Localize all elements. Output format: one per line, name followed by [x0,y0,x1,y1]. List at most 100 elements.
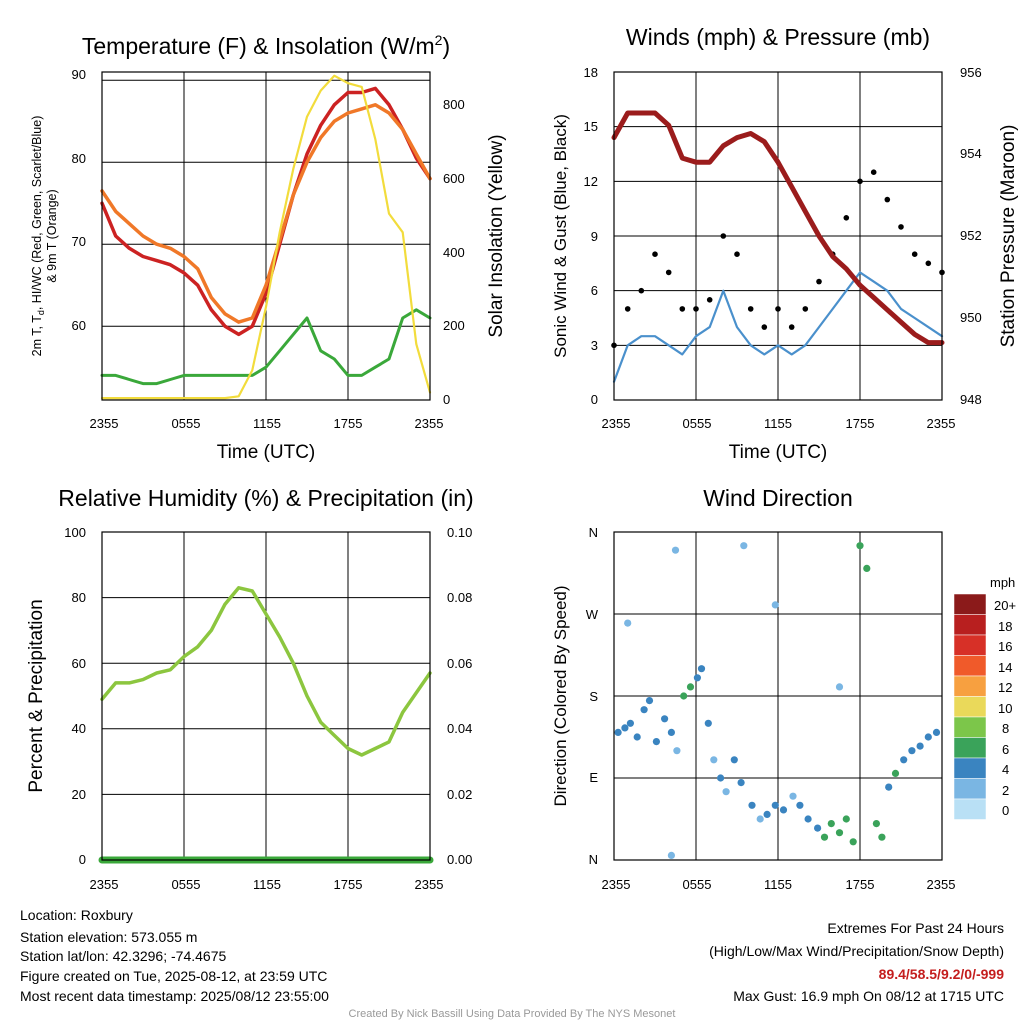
direction-point [740,542,748,550]
gust-point [679,306,686,312]
humidity-ylabel: Percent & Precipitation [26,599,47,792]
humidity-xtick-1755: 1755 [334,877,363,892]
extremes-values: 89.4/58.5/9.2/0/-999 [878,966,1004,982]
station-location: Location: Roxbury [20,907,133,923]
temperature-ylabel: 2m T, Td, HI/WC (Red, Green, Scarlet/Blu… [30,116,59,357]
humidity-ytick-60: 60 [72,656,86,671]
direction-point [614,728,622,737]
direction-plot-frame [613,531,943,861]
direction-point [686,683,695,691]
colorbar-label-6: 6 [1002,742,1009,757]
direction-ytick-s: S [589,689,598,704]
colorbar-label-0: 0 [1002,803,1009,818]
colorbar-swatch [953,798,987,820]
colorbar-label-20plus: 20+ [994,598,1016,613]
wind-ytick-9: 9 [591,229,598,244]
winds-left-ticks: 0 3 6 9 12 15 18 [584,65,598,407]
direction-point [804,815,812,823]
pressure-ytick-952: 952 [960,228,982,243]
winds-xtick-2355a: 2355 [602,416,631,431]
series-station-pressure [611,110,945,346]
humidity-ytick-0: 0 [79,852,86,867]
series-td [100,308,432,386]
direction-ytick-e: E [589,770,598,785]
direction-point [849,838,857,846]
direction-point [624,619,632,627]
wind-ytick-18: 18 [584,65,598,80]
humidity-xtick-1155: 1155 [253,877,281,892]
temperature-ytick-70: 70 [72,234,86,249]
winds-right-ticks: 948 950 952 954 956 [960,65,982,407]
direction-grid [614,532,942,860]
temperature-left-ticks: 60 70 80 90 [72,67,86,333]
direction-point [667,851,676,860]
direction-xtick-2355b: 2355 [927,877,956,892]
direction-series [614,542,941,860]
pressure-ytick-954: 954 [960,146,982,161]
colorbar-swatch [953,675,987,697]
station-elevation: Station elevation: 573.055 m [20,929,198,945]
direction-xtick-2355a: 2355 [602,877,631,892]
winds-series [611,110,945,383]
humidity-xtick-2355b: 2355 [415,877,444,892]
direction-point [814,824,822,832]
wind-ytick-15: 15 [584,119,598,134]
winds-xtick-1755: 1755 [846,416,875,431]
colorbar-labels: 20+ 18 16 14 12 10 8 6 4 2 0 [994,598,1016,818]
temperature-x-ticks: 2355 0555 1155 1755 2355 [90,416,444,431]
colorbar-label-10: 10 [998,701,1012,716]
direction-point [763,810,771,819]
direction-panel: Wind Direction N E S W N 2355 0555 1155 … [551,485,1016,892]
direction-point [667,728,676,737]
gust-point [747,306,754,312]
precip-ytick-006: 0.06 [447,656,472,671]
colorbar-swatch [953,716,987,738]
direction-ytick-w: W [586,607,599,622]
temperature-title: Temperature (F) & Insolation (W/m2) [82,32,450,59]
gust-point [624,306,631,312]
gust-point [761,324,768,330]
temperature-grid [102,72,430,400]
gust-point [693,306,699,312]
direction-point [885,783,893,791]
gust-point [911,251,918,257]
winds-xtick-0555: 0555 [683,416,712,431]
temperature-xtick-1755: 1755 [334,416,363,431]
gust-point [775,306,781,312]
direction-point [924,733,932,741]
wind-ytick-6: 6 [591,283,598,298]
gust-point [665,269,672,276]
temperature-ylabel-line1: 2m T, Td, HI/WC (Red, Green, Scarlet/Blu… [30,116,46,357]
temperature-xlabel: Time (UTC) [217,442,316,463]
humidity-x-ticks: 2355 0555 1155 1755 2355 [90,877,444,892]
direction-ytick-n-bottom: N [589,852,598,867]
direction-xtick-1755: 1755 [846,877,875,892]
colorbar-swatch [953,655,987,677]
winds-x-ticks: 2355 0555 1155 1755 2355 [602,416,956,431]
direction-point [704,719,712,727]
colorbar-swatch [953,634,987,656]
temperature-series [100,74,432,400]
direction-point [693,674,702,682]
precip-ytick-004: 0.04 [447,721,472,736]
direction-point [661,715,669,723]
temperature-xtick-2355a: 2355 [90,416,119,431]
humidity-panel: Relative Humidity (%) & Precipitation (i… [26,485,474,892]
gust-point [898,224,904,230]
gust-point [857,178,863,185]
gust-point [816,278,822,285]
temperature-ytick-60: 60 [72,318,86,333]
gust-point [788,324,795,330]
pressure-ytick-950: 950 [960,310,982,325]
insolation-ytick-600: 600 [443,171,465,186]
direction-point [872,820,881,828]
humidity-right-ticks: 0.00 0.02 0.04 0.06 0.08 0.10 [447,525,472,867]
direction-left-ticks: N E S W N [586,525,599,867]
temperature-panel: Temperature (F) & Insolation (W/m2) 60 7… [30,32,507,463]
insolation-ytick-400: 400 [443,245,465,260]
humidity-plot-frame [101,531,431,861]
speed-colorbar: mph 20+ 18 16 14 12 10 8 6 4 2 0 [953,575,1016,820]
temperature-xtick-1155: 1155 [253,416,281,431]
humidity-xtick-0555: 0555 [172,877,201,892]
direction-point [771,801,779,809]
